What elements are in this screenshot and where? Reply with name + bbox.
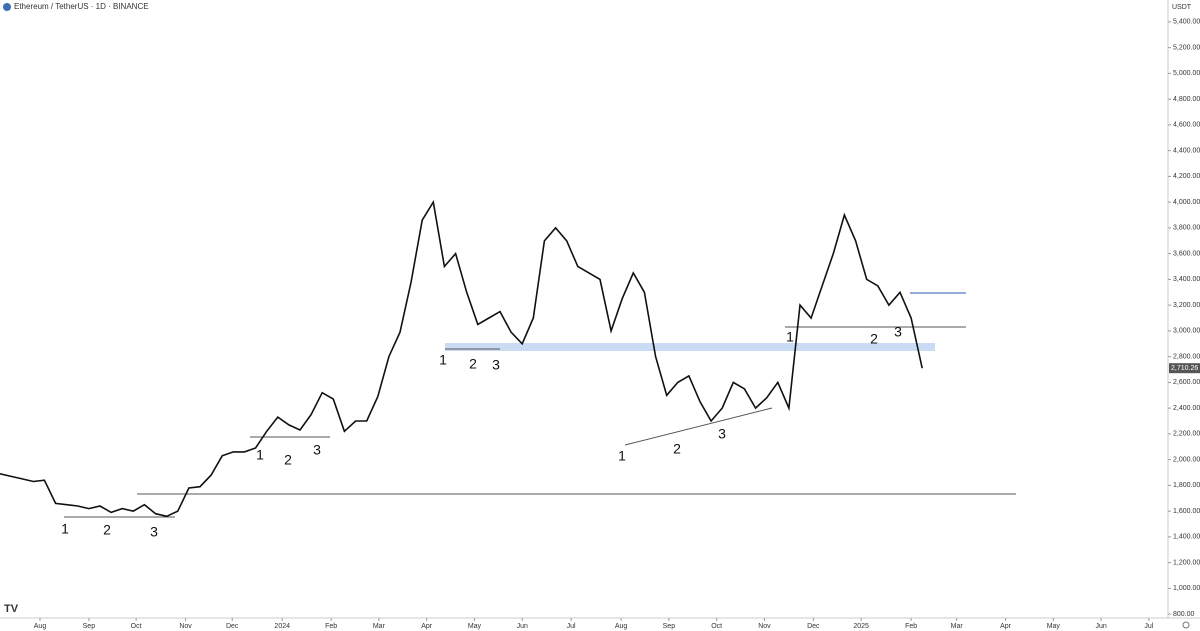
y-tick-label: 4,600.00: [1173, 122, 1200, 129]
y-tick-label: 1,800.00: [1173, 482, 1200, 489]
annotation: 2: [284, 452, 292, 468]
x-tick-label: 2025: [853, 623, 869, 630]
x-tick-label: Apr: [1000, 623, 1012, 630]
x-tick-label: Aug: [615, 623, 628, 630]
x-tick-label: Nov: [179, 623, 192, 630]
x-tick-label: May: [468, 623, 482, 630]
y-tick-label: 4,000.00: [1173, 199, 1200, 206]
y-tick-label: 5,400.00: [1173, 19, 1200, 26]
x-tick-label: Mar: [373, 623, 386, 630]
x-tick-label: Sep: [663, 623, 676, 630]
annotation: 3: [492, 357, 500, 373]
currency: USDT: [1172, 4, 1192, 11]
annotation: 1: [256, 447, 264, 463]
annotation: 1: [786, 329, 794, 345]
x-tick-label: Dec: [226, 623, 239, 630]
y-tick-label: 3,800.00: [1173, 225, 1200, 232]
annotation: 3: [718, 426, 726, 442]
price-line: [0, 199, 923, 518]
chart-title: Ethereum / TetherUS · 1D · BINANCE: [14, 2, 149, 11]
y-tick-label: 1,400.00: [1173, 534, 1200, 541]
x-tick-label: Aug: [34, 623, 47, 630]
y-tick-label: 800.00: [1173, 611, 1195, 618]
support-zone: [445, 343, 935, 351]
annotation: 3: [894, 324, 902, 340]
symbol-icon: [3, 3, 11, 11]
y-tick-label: 2,200.00: [1173, 431, 1200, 438]
y-tick-label: 4,200.00: [1173, 173, 1200, 180]
x-tick-label: May: [1047, 623, 1061, 630]
y-tick-label: 1,600.00: [1173, 508, 1200, 515]
x-tick-label: Jun: [1095, 623, 1106, 630]
y-tick-label: 3,400.00: [1173, 276, 1200, 283]
y-tick-label: 5,200.00: [1173, 44, 1200, 51]
y-tick-label: 5,000.00: [1173, 70, 1200, 77]
x-tick-label: Feb: [325, 623, 337, 630]
x-tick-label: Feb: [905, 623, 917, 630]
y-tick-label: 4,400.00: [1173, 147, 1200, 154]
last-price-label: 2,710.26: [1171, 365, 1198, 372]
settings-icon: [1182, 621, 1190, 629]
drawings: [64, 292, 1016, 518]
x-tick-label: Jul: [567, 623, 576, 630]
annotation: 2: [870, 331, 878, 347]
annotation: 2: [103, 522, 111, 538]
y-tick-label: 3,200.00: [1173, 302, 1200, 309]
y-tick-label: 2,400.00: [1173, 405, 1200, 412]
y-tick-label: 1,200.00: [1173, 559, 1200, 566]
trend-line: [624, 407, 773, 446]
annotation: 3: [313, 442, 321, 458]
y-tick-label: 3,600.00: [1173, 250, 1200, 257]
annotation: 2: [673, 441, 681, 457]
x-tick-label: Oct: [131, 623, 142, 630]
y-tick-label: 4,800.00: [1173, 96, 1200, 103]
y-tick-label: 2,000.00: [1173, 456, 1200, 463]
annotation: 1: [61, 521, 69, 537]
x-tick-label: Mar: [951, 623, 964, 630]
y-tick-label: 1,000.00: [1173, 585, 1200, 592]
y-tick-label: 2,600.00: [1173, 379, 1200, 386]
annotation: 3: [150, 524, 158, 540]
y-tick-label: 2,800.00: [1173, 353, 1200, 360]
x-tick-label: Jul: [1144, 623, 1153, 630]
annotation: 2: [469, 356, 477, 372]
last-price-box: [1169, 363, 1200, 374]
x-tick-label: 2024: [274, 623, 290, 630]
y-tick-label: 3,000.00: [1173, 328, 1200, 335]
annotation: 1: [618, 448, 626, 464]
logo: TV: [4, 603, 19, 615]
x-tick-label: Nov: [758, 623, 771, 630]
x-tick-label: Dec: [807, 623, 820, 630]
x-tick-label: Sep: [83, 623, 96, 630]
x-tick-label: Oct: [711, 623, 722, 630]
x-tick-label: Jun: [517, 623, 528, 630]
x-tick-label: Apr: [421, 623, 433, 630]
annotation: 1: [439, 352, 447, 368]
